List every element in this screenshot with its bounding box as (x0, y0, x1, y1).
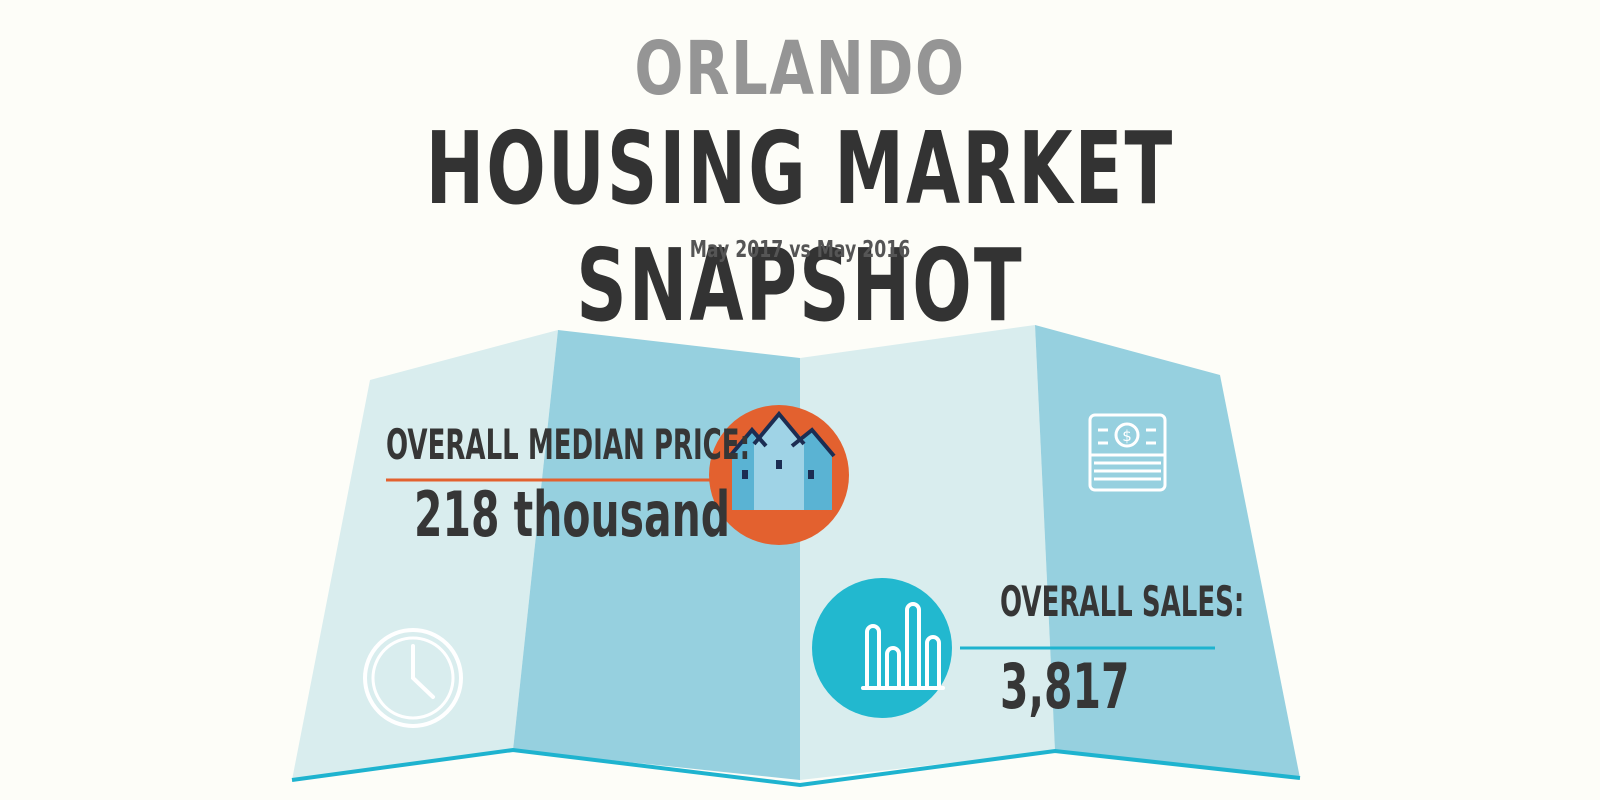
city-heading: ORLANDO (634, 26, 966, 112)
map-panel-2 (513, 330, 800, 780)
median-price-value: 218 thousand (414, 478, 730, 551)
money-stack-icon: $ (1088, 413, 1167, 492)
map-panel-1 (292, 330, 558, 780)
date-range-subtitle: May 2017 vs May 2016 (689, 237, 911, 263)
page-title: HOUSING MARKET SNAPSHOT (425, 110, 1175, 344)
sales-value: 3,817 (1000, 650, 1130, 723)
map-panel-4 (1035, 325, 1300, 778)
clock-icon (363, 628, 463, 728)
bar-chart-icon (812, 578, 952, 718)
sales-label: OVERALL SALES: (1000, 577, 1245, 626)
svg-text:$: $ (1122, 427, 1132, 445)
map-bottom-border (291, 747, 1301, 788)
houses-icon (709, 405, 849, 545)
median-price-label: OVERALL MEDIAN PRICE: (386, 420, 750, 469)
